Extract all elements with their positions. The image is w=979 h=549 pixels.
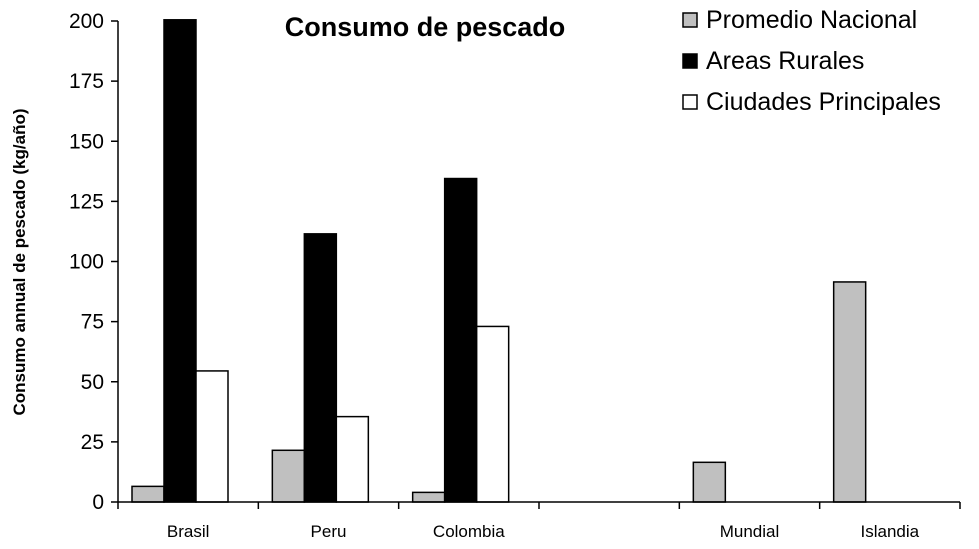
y-tick-label: 200	[69, 10, 104, 33]
x-tick-label: Mundial	[720, 522, 780, 541]
y-tick-label: 175	[69, 70, 104, 93]
y-tick-label: 125	[69, 190, 104, 213]
y-tick-label: 25	[81, 431, 104, 454]
bar-areas-rurales-brasil	[163, 19, 197, 503]
y-tick-label: 50	[81, 371, 104, 394]
bars-group	[131, 19, 867, 503]
legend-swatch-areas-rurales	[682, 53, 698, 69]
bar-promedio-nacional-colombia	[411, 491, 446, 503]
bar-promedio-nacional-brasil	[131, 485, 165, 503]
x-tick-label: Brasil	[167, 522, 210, 541]
x-tick-label: Peru	[311, 522, 347, 541]
bar-areas-rurales-colombia	[443, 177, 478, 503]
legend-swatch-ciudades-principales	[682, 94, 698, 110]
bar-ciudades-principales-colombia	[475, 325, 510, 503]
x-ticks: Brasil Peru Colombia Mundial Islandia	[117, 502, 961, 541]
legend-swatch-promedio-nacional	[682, 12, 698, 28]
legend-label-ciudades-principales: Ciudades Principales	[706, 88, 941, 116]
y-tick-label: 75	[81, 311, 104, 334]
bar-areas-rurales-peru	[303, 233, 338, 503]
chart-title: Consumo de pescado	[285, 12, 566, 42]
y-tick-label: 100	[69, 251, 104, 274]
y-tick-label: 0	[92, 491, 104, 514]
x-tick-label: Colombia	[433, 522, 505, 541]
bar-promedio-nacional-peru	[271, 449, 306, 503]
legend-label-areas-rurales: Areas Rurales	[706, 47, 864, 75]
y-ticks: 0 25 50 75 100 125 150 175 200	[69, 10, 118, 514]
bar-promedio-nacional-mundial	[692, 461, 727, 503]
legend: Promedio Nacional Areas Rurales Ciudades P…	[682, 6, 941, 116]
bar-ciudades-principales-brasil	[195, 370, 229, 503]
bar-ciudades-principales-peru	[335, 415, 370, 503]
x-tick-label: Islandia	[861, 522, 920, 541]
legend-label-promedio-nacional: Promedio Nacional	[706, 6, 917, 34]
bar-promedio-nacional-islandia	[832, 281, 867, 503]
y-tick-label: 150	[69, 130, 104, 153]
y-axis-label: Consumo annual de pescado (kg/año)	[10, 109, 29, 416]
